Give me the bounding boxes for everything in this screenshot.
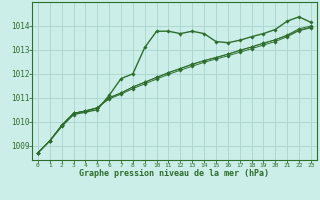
X-axis label: Graphe pression niveau de la mer (hPa): Graphe pression niveau de la mer (hPa) — [79, 169, 269, 178]
